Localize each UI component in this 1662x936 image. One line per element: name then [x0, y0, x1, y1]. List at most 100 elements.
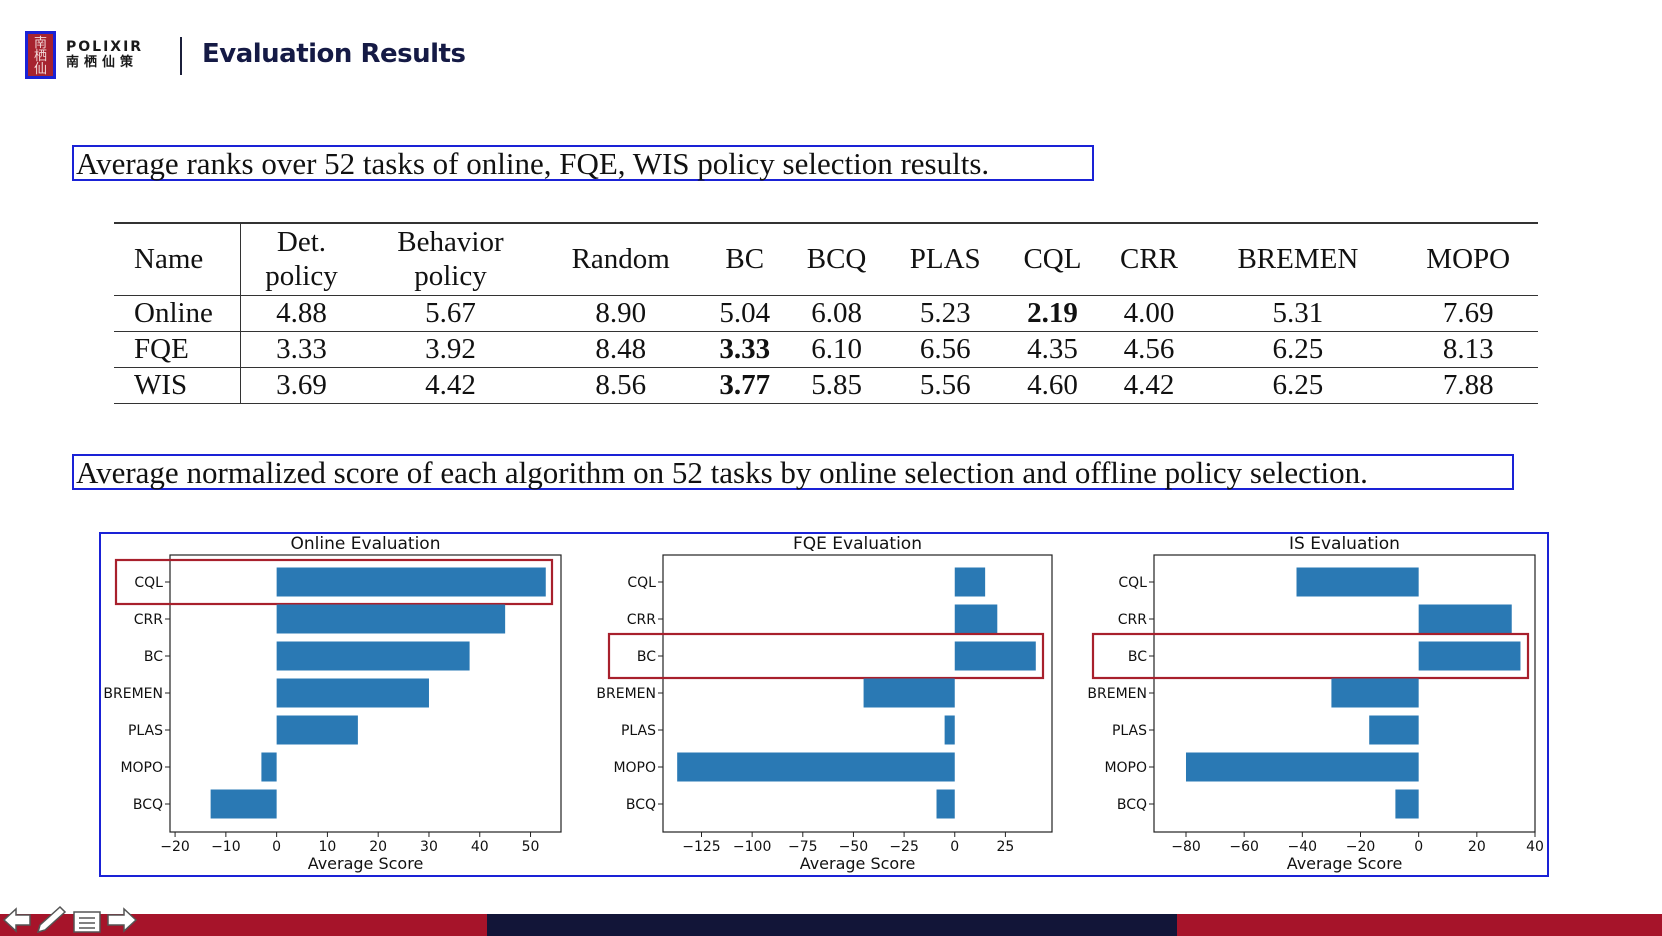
category-label: BCQ: [133, 797, 163, 813]
bar: [863, 678, 955, 708]
category-label: CQL: [134, 575, 163, 591]
rank-table: Name Det. policy Behavior policy Random BC BCQ P…: [114, 222, 1538, 404]
bar: [936, 789, 955, 819]
table-cell: 6.10: [811, 332, 862, 365]
arrow-right-icon[interactable]: [107, 907, 138, 933]
highlight-box: [114, 558, 554, 606]
column-header: BC: [725, 243, 765, 276]
row-name: WIS: [114, 367, 241, 403]
x-tick-label: 40: [1526, 839, 1544, 855]
table-cell: 6.25: [1272, 368, 1324, 401]
x-tick-label: 0: [950, 839, 959, 855]
table-cell: 6.56: [919, 332, 971, 365]
bar: [677, 752, 955, 782]
highlight-box: [607, 632, 1045, 680]
table-cell: 8.13: [1442, 332, 1494, 365]
category-label: MOPO: [613, 760, 656, 776]
category-label: CQL: [627, 575, 656, 591]
category-label: MOPO: [1104, 760, 1147, 776]
column-header: Behavior policy: [397, 226, 504, 293]
table-row: FQE 3.33 3.92 8.48 3.33 6.10 6.56 4.35 4.56 6.25 8…: [114, 331, 1538, 367]
category-label: BC: [637, 649, 656, 665]
table-cell: 5.67: [425, 296, 476, 329]
table-cell: 5.31: [1272, 296, 1324, 329]
table-cell: 3.77: [719, 368, 771, 401]
x-tick-label: −20: [160, 839, 190, 855]
footer-bar-right: [1177, 914, 1662, 936]
category-label: MOPO: [120, 760, 163, 776]
brand-subtitle: 南栖仙策: [66, 55, 139, 70]
x-tick-label: −20: [1346, 839, 1376, 855]
chart-title: FQE Evaluation: [793, 534, 922, 554]
x-tick-label: −80: [1171, 839, 1201, 855]
x-tick-label: 0: [272, 839, 281, 855]
score-chart-caption: Average normalized score of each algorit…: [72, 454, 1514, 490]
bar: [276, 567, 546, 597]
x-tick-label: 30: [420, 839, 438, 855]
table-row: WIS 3.69 4.42 8.56 3.77 5.85 5.56 4.60 4.42 6.25 7…: [114, 367, 1538, 403]
category-label: BREMEN: [1087, 686, 1147, 702]
category-label: BC: [1128, 649, 1147, 665]
table-cell: 2.19: [1027, 296, 1078, 329]
column-header: MOPO: [1426, 243, 1511, 276]
bar: [276, 715, 358, 745]
bar: [276, 641, 470, 671]
column-header: BCQ: [806, 243, 867, 276]
x-axis-label: Average Score: [800, 854, 916, 873]
column-header: BREMEN: [1237, 243, 1359, 276]
column-header: Det. policy: [265, 226, 338, 293]
arrow-left-icon[interactable]: [2, 907, 31, 933]
bar: [954, 567, 986, 597]
table-cell: 5.85: [811, 368, 862, 401]
bar: [261, 752, 277, 782]
column-header: CQL: [1023, 243, 1082, 276]
header-divider: [180, 37, 182, 75]
x-tick-label: 20: [369, 839, 387, 855]
category-label: CQL: [1118, 575, 1147, 591]
table-cell: 7.69: [1442, 296, 1494, 329]
category-label: BREMEN: [103, 686, 163, 702]
plot-area-frame: [662, 554, 1053, 833]
bar: [210, 789, 277, 819]
category-label: PLAS: [1112, 723, 1147, 739]
x-tick-label: −100: [733, 839, 771, 855]
x-tick-label: −75: [788, 839, 818, 855]
x-tick-label: 50: [522, 839, 540, 855]
bar: [1331, 678, 1419, 708]
bar: [1418, 641, 1521, 671]
bar: [276, 678, 429, 708]
table-cell: 3.33: [276, 332, 327, 365]
table-cell: 4.00: [1123, 296, 1175, 329]
bar: [944, 715, 955, 745]
category-label: PLAS: [621, 723, 656, 739]
menu-icon[interactable]: [73, 911, 101, 933]
bar: [1185, 752, 1419, 782]
bar: [1296, 567, 1419, 597]
chart-title: Online Evaluation: [291, 534, 441, 554]
table-cell: 4.60: [1027, 368, 1078, 401]
slide-nav-controls: [2, 905, 138, 934]
charts-frame: [99, 532, 1549, 877]
rank-table-caption: Average ranks over 52 tasks of online, F…: [72, 145, 1094, 181]
column-header: Random: [571, 243, 670, 276]
table-cell: 4.42: [1123, 368, 1175, 401]
x-tick-label: −25: [889, 839, 919, 855]
table-cell: 7.88: [1442, 368, 1494, 401]
bar: [1418, 604, 1512, 634]
x-tick-label: −10: [211, 839, 241, 855]
x-tick-label: 20: [1468, 839, 1486, 855]
category-label: PLAS: [128, 723, 163, 739]
table-cell: 8.56: [595, 368, 647, 401]
bar: [1369, 715, 1419, 745]
x-axis-label: Average Score: [308, 854, 424, 873]
row-name: Online: [114, 295, 241, 331]
table-cell: 5.56: [919, 368, 971, 401]
pen-icon[interactable]: [36, 905, 67, 934]
category-label: BCQ: [1117, 797, 1147, 813]
chart-title: IS Evaluation: [1289, 534, 1400, 554]
category-label: CRR: [1118, 612, 1148, 628]
x-tick-label: −125: [682, 839, 720, 855]
bar: [1395, 789, 1419, 819]
x-axis-label: Average Score: [1287, 854, 1403, 873]
